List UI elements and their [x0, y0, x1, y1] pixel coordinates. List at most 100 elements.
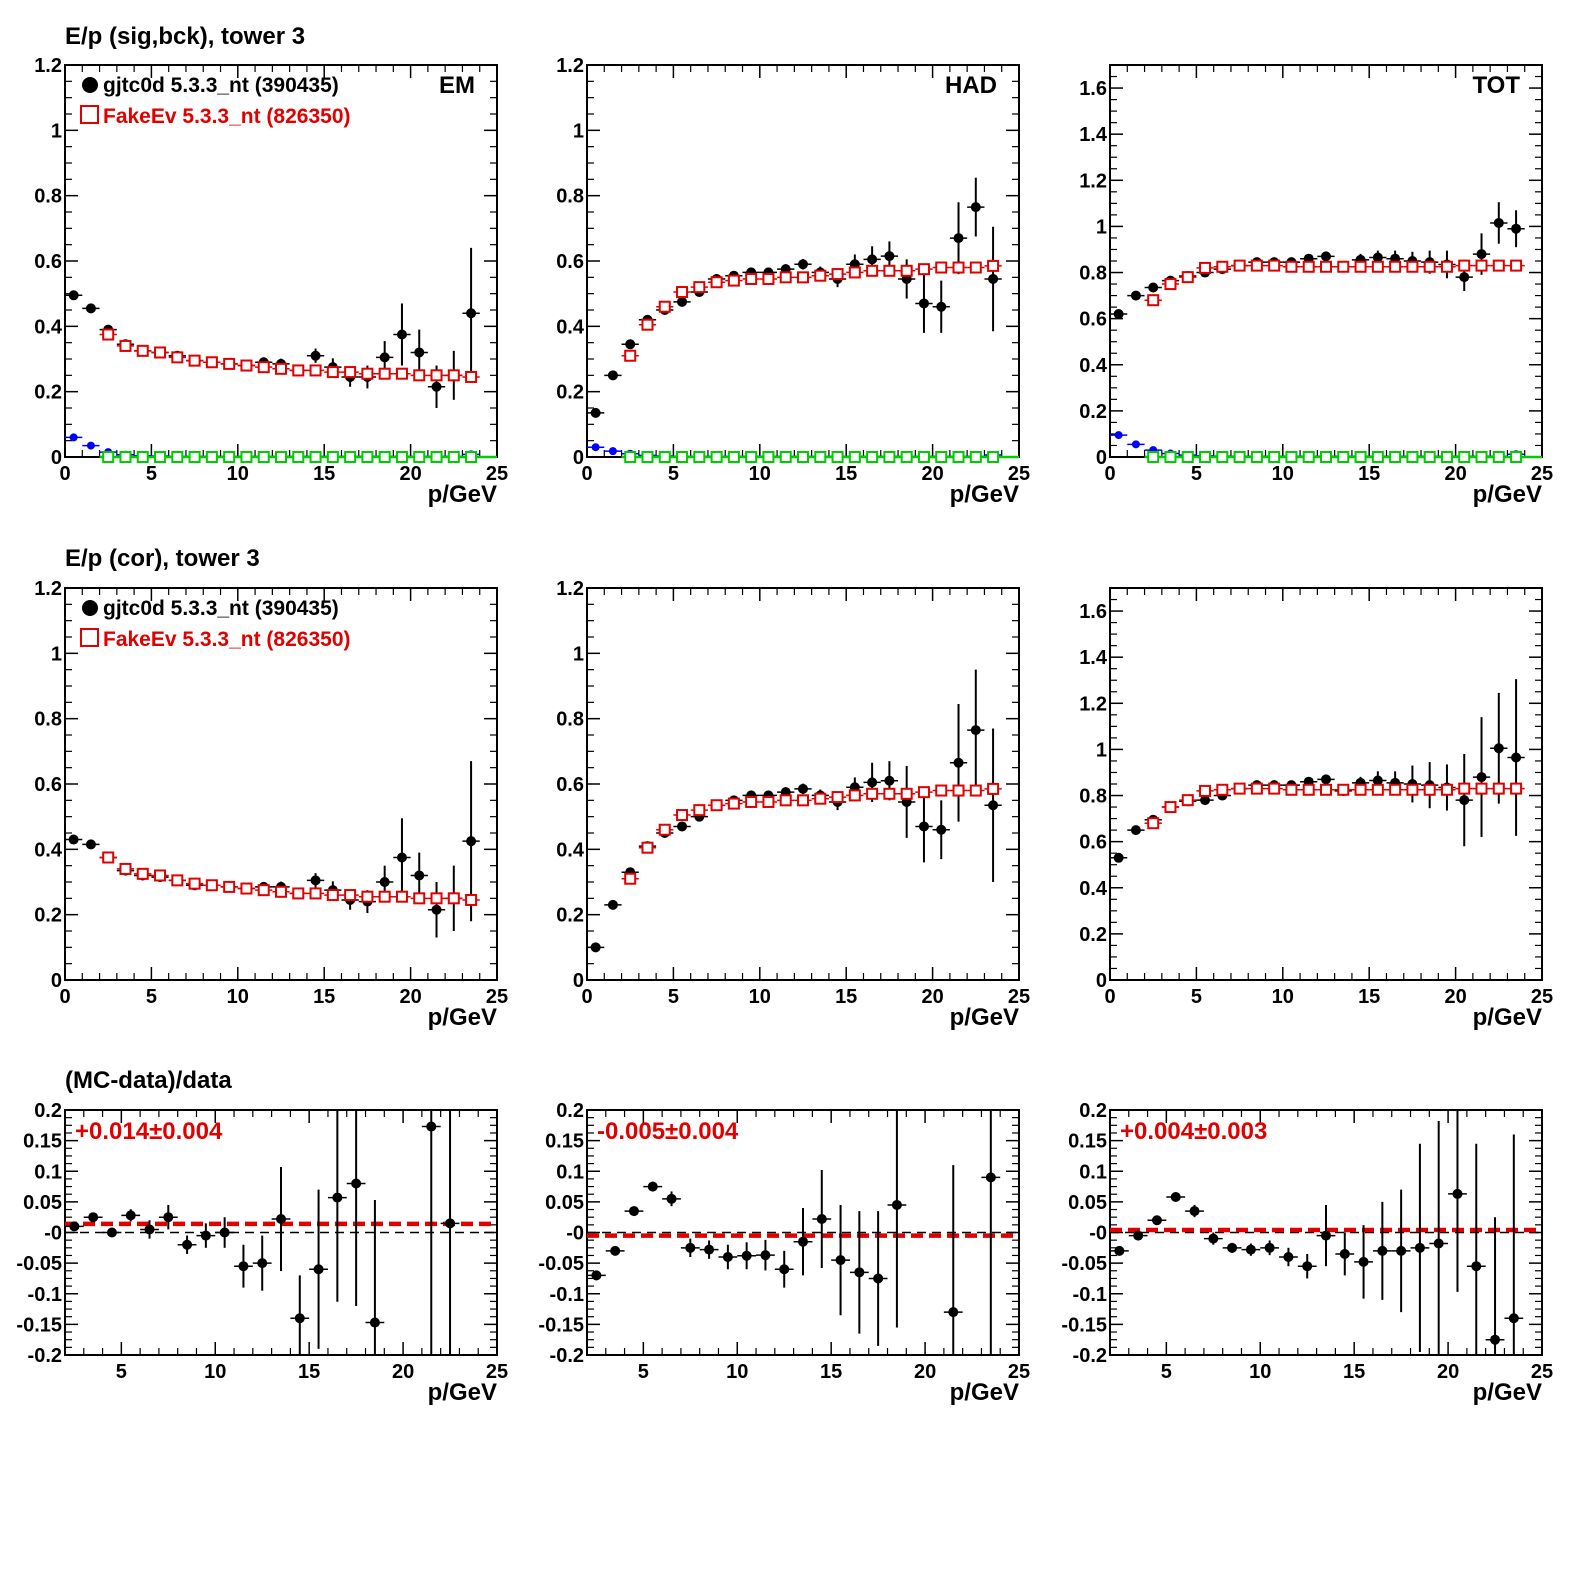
bck-mc-point: [693, 451, 706, 463]
series-bck_mc: [99, 451, 497, 463]
mc-point: [1337, 783, 1350, 796]
mc-point: [987, 259, 1000, 272]
panel-sig_tot: 0 5 10 15 20 25 0 0.2 0.4 0.6 0.8 1 1.2 1.4 1.6 p/GeV TO…: [1079, 64, 1553, 508]
x-tick-label: 15: [835, 463, 857, 485]
series-data: [587, 1110, 1001, 1355]
x-tick-label: 25: [486, 1361, 508, 1383]
mc-point: [326, 889, 339, 902]
mc-point: [814, 792, 827, 805]
bck-mc-point: [1423, 451, 1436, 463]
y-tick-label: 1.2: [34, 55, 62, 77]
x-tick-label: 25: [486, 463, 508, 485]
mc-point: [969, 261, 982, 274]
mc-point: [136, 344, 149, 357]
data-point: [1476, 249, 1487, 260]
mc-point: [1337, 260, 1350, 273]
data-point: [163, 1212, 174, 1223]
y-tick-label: 0: [573, 970, 584, 992]
x-tick-label: 5: [1161, 1361, 1172, 1383]
mc-point: [797, 794, 809, 807]
mc-point: [205, 879, 218, 892]
y-tick-label: 0.4: [556, 839, 585, 861]
bck-mc-point: [119, 451, 132, 463]
mc-point: [641, 841, 654, 854]
row-title-ratio: (MC-data)/data: [65, 1067, 232, 1094]
mc-point: [779, 794, 792, 807]
x-tick-label: 15: [298, 1361, 320, 1383]
bck-mc-point: [935, 451, 948, 463]
mc-point: [465, 893, 478, 906]
mc-point: [1371, 783, 1384, 796]
mc-point: [658, 823, 671, 836]
mc-point: [1302, 783, 1315, 796]
bck-mc-point: [969, 451, 982, 463]
data-point: [970, 725, 981, 736]
mc-point: [624, 872, 637, 885]
bck-mc-point: [1337, 451, 1350, 463]
data-point: [988, 273, 999, 284]
series-mc: [99, 328, 480, 383]
data-point: [379, 352, 390, 363]
data-point: [219, 1227, 230, 1238]
data-point: [873, 1273, 884, 1284]
y-tick-label: 1.4: [1079, 124, 1108, 146]
data-point: [1130, 290, 1141, 301]
mc-point: [935, 784, 948, 797]
data-point: [1339, 1248, 1350, 1259]
mc-point: [1510, 782, 1523, 795]
y-tick-label: 0: [573, 447, 584, 469]
series-mc: [1144, 259, 1525, 307]
data-point: [884, 775, 895, 786]
x-tick-label: 15: [835, 986, 857, 1008]
bck-mc-point: [240, 451, 253, 463]
bck-mc-point: [676, 451, 689, 463]
y-tick-label: 0.6: [556, 774, 584, 796]
bck-mc-point: [831, 451, 844, 463]
y-tick-label: 0.05: [545, 1192, 584, 1214]
x-tick-label: 0: [59, 986, 70, 1008]
bck-mc-point: [1268, 451, 1281, 463]
mc-point: [1302, 260, 1315, 273]
mc-point: [727, 274, 740, 287]
mc-point: [430, 369, 443, 382]
data-point: [760, 1250, 771, 1261]
data-point: [798, 1236, 808, 1247]
y-tick-label: 0.2: [1079, 1100, 1107, 1122]
bck-mc-point: [1458, 451, 1471, 463]
y-tick-label: 0.2: [1079, 924, 1107, 946]
panel-ratio_had: 5 10 15 20 25 -0.2 -0.15 -0.1 -0.05 -0 0.05 0.1 0.15…: [538, 1100, 1030, 1406]
bck-mc-point: [188, 451, 201, 463]
bck-mc-point: [727, 451, 740, 463]
y-tick-label: 0.4: [34, 839, 63, 861]
mc-point: [848, 789, 861, 802]
mc-point: [309, 887, 322, 900]
data-point: [1372, 775, 1383, 786]
x-tick-label: 25: [1531, 463, 1553, 485]
bck-mc-point: [900, 451, 913, 463]
mc-point: [205, 356, 218, 369]
y-tick-label: -0: [1089, 1223, 1107, 1245]
data-point: [144, 1224, 155, 1235]
mc-point: [1458, 259, 1471, 272]
x-tick-label: 0: [1104, 986, 1115, 1008]
mc-point: [171, 351, 184, 364]
data-point: [396, 329, 407, 340]
data-point: [1200, 795, 1211, 806]
mc-point: [1164, 801, 1177, 814]
mc-point: [1354, 260, 1367, 273]
x-tick-label: 10: [1272, 986, 1294, 1008]
data-point: [431, 904, 442, 915]
x-axis-title: p/GeV: [1473, 1004, 1542, 1031]
data-point: [1490, 1334, 1501, 1345]
data-point: [948, 1307, 959, 1318]
mc-point: [917, 263, 930, 276]
data-point: [1396, 1245, 1407, 1256]
legend: gjtc0d 5.3.3_nt (390435) FakeEv 5.3.3_nt …: [80, 597, 351, 651]
y-tick-label: 0.1: [34, 1161, 62, 1183]
bck-mc-point: [465, 451, 478, 463]
mc-point: [465, 370, 478, 383]
data-point: [591, 1270, 602, 1281]
bck-mc-point: [447, 451, 460, 463]
mc-point: [710, 276, 723, 289]
y-tick-label: 0.6: [1079, 832, 1107, 854]
